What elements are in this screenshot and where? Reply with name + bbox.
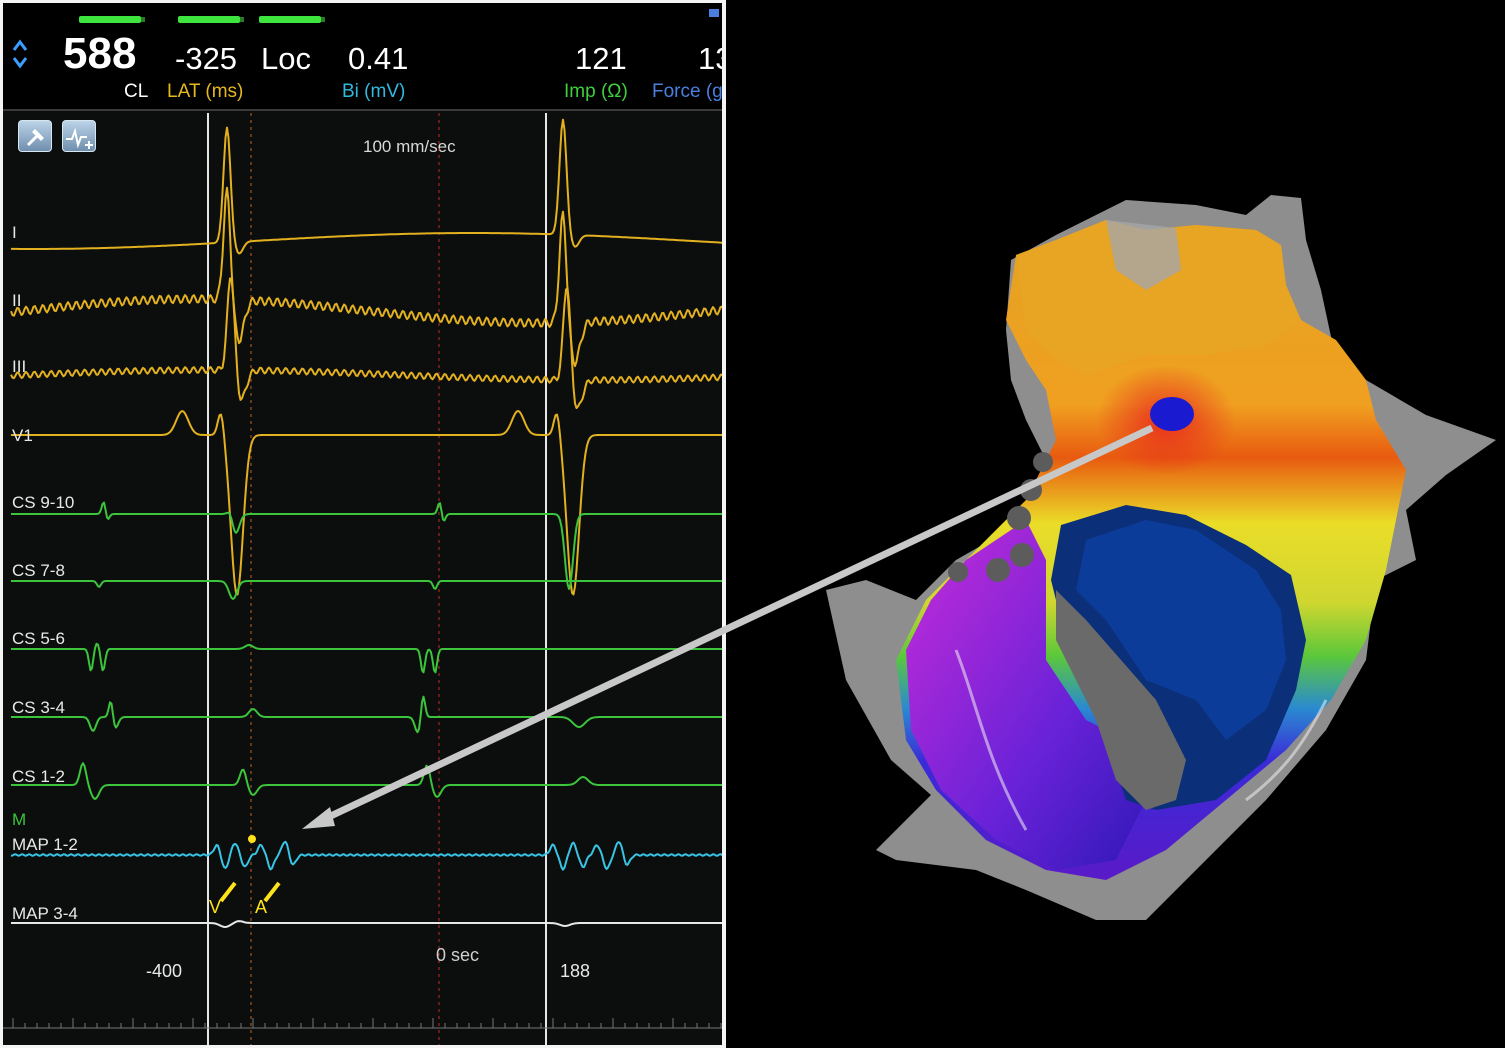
time-right: 188 (560, 961, 591, 981)
lead-v1-trace (11, 410, 722, 596)
map-1-2-trace (11, 840, 722, 871)
signal-quality-bar (259, 16, 325, 23)
channel-label: I (12, 223, 17, 242)
channel-label: III (12, 357, 27, 376)
marker-arrow (263, 881, 281, 903)
lat-annotation-dot (248, 835, 256, 843)
trace-area: 100 mm/sec I II III V1 CS 9-10 CS 7-8 CS 5-6 CS… (3, 113, 722, 1045)
loc-label: Loc (261, 41, 311, 76)
cs-3-4-trace (11, 695, 722, 734)
activation-map-panel (726, 0, 1505, 1048)
bi-value: 0.41 (348, 41, 409, 76)
cs-1-2-trace (11, 762, 722, 800)
force-label: Force (g (652, 81, 723, 102)
cs-5-6-trace (11, 642, 722, 674)
heart-3d-map[interactable] (726, 0, 1505, 1048)
marker-v-label: V (209, 897, 222, 917)
channel-label: CS 7-8 (12, 561, 65, 580)
measurement-header: 588 CL -325 Loc LAT (ms) 0.41 Bi (mV) 12… (3, 3, 723, 111)
lead-i-trace (11, 118, 722, 255)
channel-label: CS 9-10 (12, 493, 75, 512)
channel-label: M (12, 810, 27, 829)
lat-value: -325 (175, 41, 238, 76)
map-3-4-trace (11, 920, 722, 928)
lat-label: LAT (ms) (167, 81, 244, 102)
channel-label: MAP 3-4 (12, 904, 78, 923)
marker-arrow (219, 881, 237, 903)
marker-a-label: A (255, 897, 268, 917)
lead-ii-trace (10, 186, 722, 368)
channel-label: CS 1-2 (12, 767, 65, 786)
cs-7-8-trace (11, 580, 722, 600)
signal-quality-bar (178, 16, 244, 23)
add-signal-icon[interactable] (62, 120, 96, 152)
cl-value: 588 (63, 29, 137, 78)
imp-value: 121 (575, 41, 627, 76)
cs-9-10-trace (11, 501, 722, 590)
channel-label: CS 3-4 (12, 698, 65, 717)
channel-label: V1 (12, 426, 33, 445)
time-zero: 0 sec (436, 945, 480, 965)
force-value: 13 (698, 41, 722, 76)
electrogram-panel: 588 CL -325 Loc LAT (ms) 0.41 Bi (mV) 12… (0, 0, 726, 1048)
channel-label: MAP 1-2 (12, 835, 78, 854)
sort-toggle-icon[interactable] (12, 39, 28, 69)
ablation-point[interactable] (1150, 397, 1194, 431)
signal-quality-bar (79, 16, 145, 23)
window-marker-icon (709, 9, 719, 17)
imp-label: Imp (Ω) (564, 81, 628, 102)
channel-label: II (12, 291, 22, 310)
ecg-traces (3, 113, 722, 1045)
channel-label: CS 5-6 (12, 629, 65, 648)
cl-label: CL (124, 81, 149, 102)
lead-iii-trace (10, 277, 722, 410)
time-left: -400 (146, 961, 183, 981)
bi-label: Bi (mV) (342, 81, 406, 102)
hammer-icon[interactable] (18, 120, 52, 152)
sweep-speed: 100 mm/sec (363, 137, 456, 156)
